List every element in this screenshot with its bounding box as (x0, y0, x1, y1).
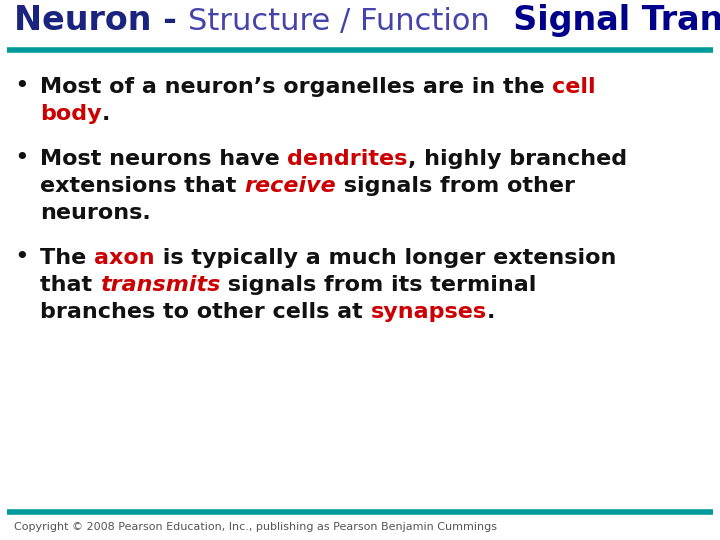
Text: Copyright © 2008 Pearson Education, Inc., publishing as Pearson Benjamin Cumming: Copyright © 2008 Pearson Education, Inc.… (14, 522, 497, 532)
Text: Signal Transmission: Signal Transmission (490, 4, 720, 37)
Text: The: The (40, 248, 94, 268)
Text: receive: receive (244, 176, 336, 196)
Text: synapses: synapses (371, 302, 487, 322)
Text: Neuron -: Neuron - (14, 4, 189, 37)
Text: signals from other: signals from other (336, 176, 575, 196)
Text: .: . (487, 302, 495, 322)
Text: •: • (14, 146, 29, 170)
Text: .: . (102, 104, 110, 124)
Text: neurons.: neurons. (40, 203, 150, 223)
Text: body: body (40, 104, 102, 124)
Text: signals from its terminal: signals from its terminal (220, 275, 536, 295)
Text: Most neurons have: Most neurons have (40, 149, 287, 169)
Text: •: • (14, 245, 29, 269)
Text: dendrites: dendrites (287, 149, 408, 169)
Text: Most of a neuron’s organelles are in the: Most of a neuron’s organelles are in the (40, 77, 552, 97)
Text: axon: axon (94, 248, 155, 268)
Text: •: • (14, 74, 29, 98)
Text: branches to other cells at: branches to other cells at (40, 302, 371, 322)
Text: is typically a much longer extension: is typically a much longer extension (155, 248, 616, 268)
Text: Structure / Function: Structure / Function (189, 7, 490, 36)
Text: , highly branched: , highly branched (408, 149, 627, 169)
Text: extensions that: extensions that (40, 176, 244, 196)
Text: cell: cell (552, 77, 596, 97)
Text: transmits: transmits (100, 275, 220, 295)
Text: that: that (40, 275, 100, 295)
